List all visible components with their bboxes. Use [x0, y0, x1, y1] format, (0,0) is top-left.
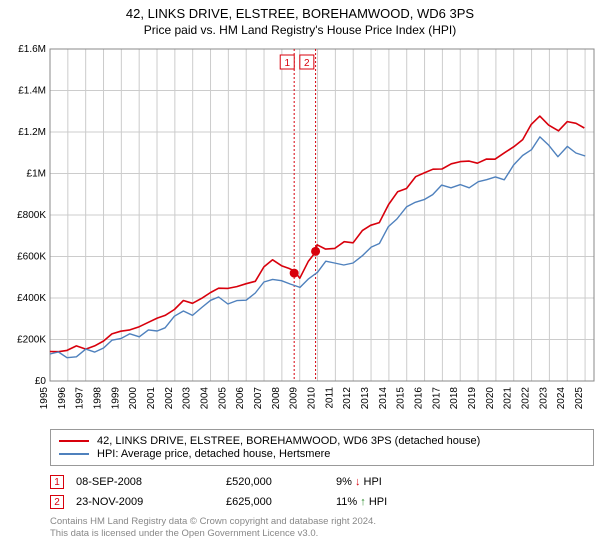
svg-text:2020: 2020: [485, 387, 496, 410]
chart-subtitle: Price paid vs. HM Land Registry's House …: [4, 23, 596, 37]
svg-text:2008: 2008: [271, 387, 282, 410]
transaction-date: 23-NOV-2009: [76, 496, 226, 508]
svg-text:1: 1: [284, 58, 290, 69]
svg-text:£1.2M: £1.2M: [18, 127, 46, 138]
svg-text:2022: 2022: [521, 387, 532, 410]
svg-text:2018: 2018: [449, 387, 460, 410]
svg-text:2013: 2013: [360, 387, 371, 410]
svg-text:1995: 1995: [39, 387, 50, 410]
transaction-date: 08-SEP-2008: [76, 476, 226, 488]
svg-text:£1.4M: £1.4M: [18, 86, 46, 97]
svg-text:£0: £0: [35, 376, 47, 387]
svg-text:1996: 1996: [57, 387, 68, 410]
svg-text:2007: 2007: [253, 387, 264, 410]
svg-text:2011: 2011: [324, 387, 335, 409]
svg-text:2023: 2023: [538, 387, 549, 410]
price-chart: £0 £200K £400K £600K £800K £1M £1.2M £1.4M £1.6M…: [4, 43, 596, 423]
transaction-marker: 1: [50, 475, 64, 489]
svg-text:£800K: £800K: [17, 210, 46, 221]
legend: 42, LINKS DRIVE, ELSTREE, BOREHAMWOOD, W…: [50, 429, 594, 466]
transaction-marker: 2: [50, 495, 64, 509]
svg-text:2019: 2019: [467, 387, 478, 410]
svg-text:£1.6M: £1.6M: [18, 44, 46, 55]
transaction-delta: 9% ↓ HPI: [336, 476, 456, 488]
attribution-footer: Contains HM Land Registry data © Crown c…: [50, 516, 594, 541]
svg-text:2002: 2002: [164, 387, 175, 410]
svg-text:2015: 2015: [396, 387, 407, 410]
legend-row: HPI: Average price, detached house, Hert…: [59, 448, 585, 460]
svg-text:2025: 2025: [574, 387, 585, 410]
svg-text:2017: 2017: [431, 387, 442, 410]
chart-title: 42, LINKS DRIVE, ELSTREE, BOREHAMWOOD, W…: [4, 6, 596, 21]
svg-text:£600K: £600K: [17, 252, 46, 263]
svg-text:1998: 1998: [93, 387, 104, 410]
svg-text:2006: 2006: [235, 387, 246, 410]
legend-swatch: [59, 440, 89, 442]
svg-text:1999: 1999: [110, 387, 121, 410]
transaction-price: £625,000: [226, 496, 336, 508]
svg-text:2012: 2012: [342, 387, 353, 410]
svg-text:2016: 2016: [414, 387, 425, 410]
svg-text:2004: 2004: [200, 387, 211, 410]
transaction-row: 2 23-NOV-2009£625,00011% ↑ HPI: [50, 492, 594, 512]
legend-swatch: [59, 453, 89, 455]
transaction-row: 1 08-SEP-2008£520,0009% ↓ HPI: [50, 472, 594, 492]
svg-text:2000: 2000: [128, 387, 139, 410]
footer-line-1: Contains HM Land Registry data © Crown c…: [50, 516, 594, 528]
legend-label: HPI: Average price, detached house, Hert…: [97, 448, 330, 460]
svg-text:2010: 2010: [307, 387, 318, 410]
svg-text:2024: 2024: [556, 387, 567, 410]
svg-text:2021: 2021: [503, 387, 514, 410]
svg-text:1997: 1997: [75, 387, 86, 410]
transaction-delta: 11% ↑ HPI: [336, 496, 456, 508]
legend-label: 42, LINKS DRIVE, ELSTREE, BOREHAMWOOD, W…: [97, 435, 480, 447]
svg-text:£1M: £1M: [27, 169, 46, 180]
svg-text:£400K: £400K: [17, 293, 46, 304]
chart-container: £0 £200K £400K £600K £800K £1M £1.2M £1.4M £1.6M…: [4, 43, 596, 423]
transaction-table: 1 08-SEP-2008£520,0009% ↓ HPI 2 23-NOV-2009…: [50, 472, 594, 512]
legend-row: 42, LINKS DRIVE, ELSTREE, BOREHAMWOOD, W…: [59, 435, 585, 447]
svg-text:2003: 2003: [182, 387, 193, 410]
svg-text:2009: 2009: [289, 387, 300, 410]
svg-text:2: 2: [304, 58, 310, 69]
transaction-price: £520,000: [226, 476, 336, 488]
svg-text:2001: 2001: [146, 387, 157, 410]
svg-text:2014: 2014: [378, 387, 389, 410]
svg-text:2005: 2005: [217, 387, 228, 410]
footer-line-2: This data is licensed under the Open Gov…: [50, 528, 594, 540]
svg-text:£200K: £200K: [17, 335, 46, 346]
